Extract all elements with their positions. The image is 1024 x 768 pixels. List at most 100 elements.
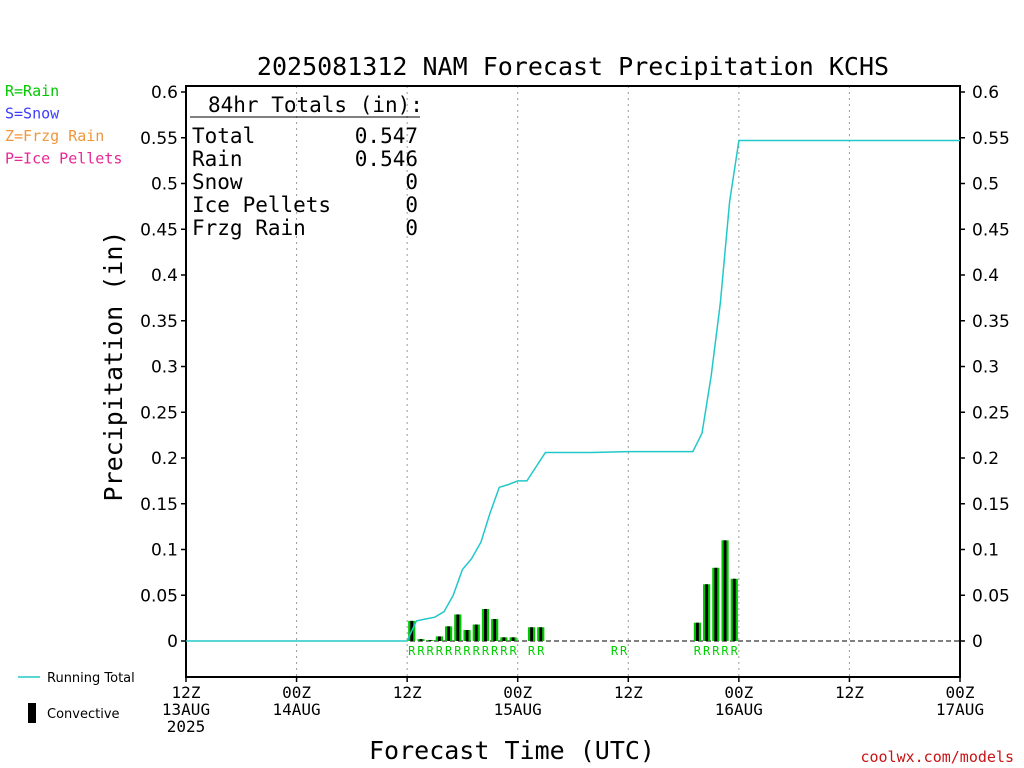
- credit-text: coolwx.com/models: [860, 748, 1014, 766]
- convective-bar: [484, 608, 487, 641]
- y-tick-label-right: 0.5: [972, 175, 999, 195]
- convective-legend-swatch: [28, 703, 36, 723]
- ptype-marker: R: [500, 644, 508, 658]
- ptype-marker: R: [491, 644, 499, 658]
- y-tick-label-right: 0.05: [972, 586, 1010, 606]
- convective-bar: [456, 614, 460, 641]
- ptype-marker: R: [712, 644, 720, 658]
- convective-bar: [437, 636, 441, 641]
- y-tick-label-right: 0.35: [972, 312, 1010, 332]
- plot-area: 0 00.05 0.050.1 0.10.15 0.150.2 0.20.25 0.250.…: [5, 82, 1010, 736]
- convective-bar: [474, 624, 478, 641]
- totals-row-value: 0: [405, 193, 418, 217]
- y-tick-label-right: 0.55: [972, 129, 1010, 149]
- ptype-marker: R: [417, 644, 425, 658]
- x-tick-label: 00Z: [946, 683, 975, 702]
- ptype-legend-item: R=Rain: [5, 82, 59, 100]
- ptype-legend-item: S=Snow: [5, 105, 60, 123]
- y-tick-label-right: 0.1: [972, 541, 999, 561]
- convective-bar: [530, 627, 533, 641]
- ptype-legend-item: Z=Frzg Rain: [5, 127, 104, 145]
- x-tick-label: 17AUG: [936, 700, 984, 719]
- ptype-legend-item: P=Ice Pellets: [5, 150, 122, 168]
- convective-bar: [447, 626, 451, 641]
- ptype-marker: R: [528, 644, 536, 658]
- y-tick-label-left: 0.2: [151, 449, 178, 469]
- x-tick-label: 12Z: [393, 683, 422, 702]
- totals-row-value: 0.547: [355, 124, 418, 148]
- ptype-marker: R: [463, 644, 471, 658]
- convective-bar: [723, 540, 727, 641]
- y-tick-label-left: 0.05: [140, 586, 178, 606]
- y-tick-label-right: 0: [972, 632, 983, 652]
- totals-row-label: Frzg Rain: [192, 216, 306, 240]
- y-tick-label-left: 0.45: [140, 220, 178, 240]
- y-tick-label-right: 0.2: [972, 449, 999, 469]
- running-total-legend-label: Running Total: [47, 671, 135, 686]
- totals-row-label: Snow: [192, 170, 243, 194]
- totals-row-label: Rain: [192, 147, 243, 171]
- convective-bar: [428, 640, 432, 641]
- totals-header: 84hr Totals (in):: [208, 93, 423, 117]
- x-tick-label: 00Z: [503, 683, 532, 702]
- ptype-marker: R: [611, 644, 619, 658]
- ptype-marker: R: [537, 644, 545, 658]
- ptype-marker: R: [436, 644, 444, 658]
- convective-bar: [695, 622, 699, 641]
- ptype-marker: R: [427, 644, 435, 658]
- y-tick-label-right: 0.6: [972, 83, 999, 103]
- ptype-marker: R: [694, 644, 702, 658]
- totals-row-label: Total: [192, 124, 255, 148]
- y-tick-label-left: 0.25: [140, 403, 178, 423]
- ptype-marker: R: [454, 644, 462, 658]
- ptype-marker: R: [721, 644, 729, 658]
- x-tick-label: 12Z: [172, 683, 201, 702]
- x-tick-label: 12Z: [614, 683, 643, 702]
- y-tick-label-right: 0.3: [972, 358, 999, 378]
- x-tick-label: 12Z: [835, 683, 864, 702]
- convective-bar: [539, 627, 543, 641]
- x-tick-label: 2025: [167, 717, 206, 736]
- y-tick-label-left: 0.55: [140, 129, 178, 149]
- y-tick-label-right: 0.15: [972, 495, 1010, 515]
- totals-row-value: 0: [405, 170, 418, 194]
- ptype-marker: R: [408, 644, 416, 658]
- x-tick-label: 13AUG: [162, 700, 210, 719]
- y-tick-label-right: 0.45: [972, 220, 1010, 240]
- ptype-marker: R: [731, 644, 739, 658]
- ptype-marker: R: [703, 644, 711, 658]
- convective-bar: [465, 630, 469, 641]
- y-tick-label-right: 0.4: [972, 266, 999, 286]
- x-tick-label: 15AUG: [494, 700, 542, 719]
- convective-bar: [502, 637, 506, 641]
- convective-bar: [705, 584, 709, 641]
- convective-bar: [419, 639, 423, 641]
- ptype-marker: R: [445, 644, 453, 658]
- x-tick-label: 14AUG: [272, 700, 320, 719]
- y-tick-label-left: 0.1: [151, 541, 178, 561]
- running-total-line: [186, 139, 960, 642]
- y-tick-label-left: 0: [167, 632, 178, 652]
- plot-frame: [185, 85, 961, 678]
- convective-legend-label: Convective: [47, 707, 120, 722]
- y-tick-label-left: 0.6: [151, 83, 178, 103]
- totals-row-label: Ice Pellets: [192, 193, 331, 217]
- totals-row-value: 0: [405, 216, 418, 240]
- ptype-marker: R: [509, 644, 517, 658]
- ptype-marker: R: [473, 644, 481, 658]
- x-axis-label: Forecast Time (UTC): [369, 736, 655, 765]
- ptype-marker: R: [482, 644, 490, 658]
- ptype-marker: R: [620, 644, 628, 658]
- convective-bar: [511, 637, 515, 641]
- x-tick-label: 16AUG: [715, 700, 763, 719]
- convective-bar: [714, 567, 718, 641]
- y-tick-label-left: 0.3: [151, 358, 178, 378]
- y-axis-label: Precipitation (in): [99, 231, 128, 502]
- totals-row-value: 0.546: [355, 147, 418, 171]
- x-tick-label: 00Z: [282, 683, 311, 702]
- y-tick-label-left: 0.5: [151, 175, 178, 195]
- y-tick-label-left: 0.35: [140, 312, 178, 332]
- convective-bar: [493, 619, 497, 641]
